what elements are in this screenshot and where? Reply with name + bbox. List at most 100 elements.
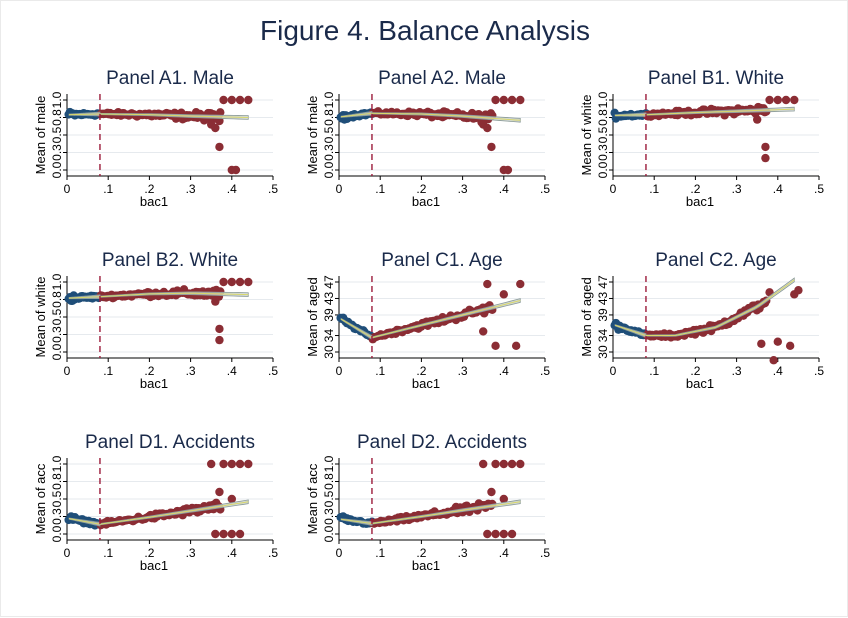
- point-outlier: [785, 341, 795, 351]
- x-tick-label: .3: [732, 364, 742, 378]
- point-outlier: [499, 494, 508, 504]
- x-tick-label: .2: [416, 546, 426, 560]
- y-tick-label: 1.0: [322, 91, 336, 108]
- point-outlier: [511, 341, 521, 351]
- x-tick-label: 0: [64, 364, 71, 378]
- fit-right-line: [99, 113, 249, 118]
- panel-8: Panel D2. Accidents 0.00.30.50.81.0 0 .1 .2.…: [305, 432, 550, 573]
- x-axis-label: bac1: [412, 194, 440, 209]
- x-axis-label: bac1: [412, 376, 440, 391]
- fit-right-line: [99, 292, 249, 298]
- x-axis-label: bac1: [686, 194, 714, 209]
- point-outlier: [227, 277, 236, 287]
- x-tick-label: .5: [540, 364, 550, 378]
- x-tick-label: .3: [458, 364, 468, 378]
- panel-title: Panel B1. White: [648, 68, 784, 89]
- x-tick-label: .4: [773, 182, 783, 196]
- x-tick-label: .2: [416, 182, 426, 196]
- fit-left-line: [340, 518, 373, 524]
- y-tick-label: 43: [322, 291, 336, 305]
- point-outlier: [215, 324, 224, 334]
- point-outlier: [215, 335, 224, 345]
- panel-title: Panel D2. Accidents: [357, 432, 527, 453]
- x-tick-label: .3: [186, 182, 196, 196]
- y-tick-label: 47: [596, 275, 610, 289]
- y-tick-label: 1.0: [596, 91, 610, 108]
- x-tick-label: .4: [227, 364, 237, 378]
- panel-7: Panel D1. Accidents 0.00.30.50.81.0 0 .1 .2.…: [33, 432, 278, 573]
- x-tick-label: .3: [458, 182, 468, 196]
- fit-right-line: [371, 112, 521, 121]
- point-outlier: [507, 459, 517, 469]
- point-outlier: [227, 529, 236, 539]
- panel-1: Panel A1. Male 0.00.30.50.81.0 0 .1 .2 .3 .4 .5…: [33, 68, 278, 209]
- panel-4: Panel B2. White 0.00.30.50.81.0 0 .1 .2 .3 .4.…: [33, 250, 278, 391]
- fit-left-line: [615, 114, 646, 116]
- panel-title: Panel C1. Age: [381, 250, 502, 271]
- fit-right-line: [99, 501, 249, 525]
- point-outlier: [781, 95, 791, 105]
- y-axis-label: Mean of acc: [305, 463, 320, 534]
- y-tick-label: 0.5: [50, 126, 64, 143]
- x-tick-label: 0: [610, 364, 617, 378]
- y-tick-label: 1.0: [322, 455, 336, 472]
- panel-6: Panel C2. Age 30 34 39 43 47 0 .1 .2 .3 .4 .5 bac1 Me…: [579, 250, 824, 391]
- x-tick-label: .2: [144, 546, 154, 560]
- point-outlier: [483, 123, 492, 133]
- y-tick-label: 30: [322, 345, 336, 359]
- point-outlier: [227, 459, 236, 469]
- y-tick-label: 0.3: [322, 508, 336, 525]
- point-outlier: [479, 327, 488, 336]
- y-tick-label: 1.0: [50, 273, 64, 290]
- x-tick-label: .3: [186, 546, 196, 560]
- x-axis-label: bac1: [412, 558, 440, 573]
- y-tick-label: 0.0: [596, 161, 610, 178]
- point-outlier: [753, 115, 762, 124]
- fit-right-line: [645, 108, 795, 116]
- y-tick-label: 34: [596, 329, 610, 343]
- y-tick-label: 0.0: [322, 525, 336, 542]
- fit-left-line: [69, 113, 100, 116]
- point-outlier: [235, 459, 245, 469]
- fit-right-line: [371, 501, 521, 524]
- x-axis-label: bac1: [140, 558, 168, 573]
- y-tick-label: 34: [322, 329, 336, 343]
- point-outlier: [235, 95, 245, 105]
- y-axis-label: Mean of white: [579, 95, 594, 176]
- point-outlier: [207, 459, 216, 469]
- point-outlier: [231, 165, 241, 175]
- y-tick-label: 0.5: [50, 490, 64, 507]
- point-outlier: [244, 459, 253, 469]
- figure-title: Figure 4. Balance Analysis: [260, 15, 590, 46]
- x-tick-label: .1: [103, 182, 113, 196]
- x-axis-label: bac1: [140, 194, 168, 209]
- panel-title: Panel A2. Male: [378, 68, 506, 89]
- y-tick-label: 0.5: [50, 308, 64, 325]
- x-tick-label: .2: [144, 182, 154, 196]
- x-axis-label: bac1: [686, 376, 714, 391]
- x-tick-label: .4: [227, 182, 237, 196]
- point-outlier: [765, 95, 774, 105]
- panel-3: Panel B1. White 0.00.30.50.81.0 0 .1 .2 .3 .4.…: [579, 68, 824, 209]
- y-axis-label: Mean of male: [305, 96, 320, 175]
- y-axis-label: Mean of white: [33, 277, 48, 358]
- y-tick-label: 0.0: [50, 161, 64, 178]
- point-outlier: [516, 459, 525, 469]
- x-tick-label: .1: [375, 364, 385, 378]
- point-outlier: [761, 142, 770, 152]
- x-tick-label: .1: [649, 182, 659, 196]
- panel-2: Panel A2. Male 0.00.30.50.81.0 0 .1 .2 .3 .4 .5…: [305, 68, 550, 209]
- y-tick-label: 0.8: [50, 473, 64, 490]
- point-outlier: [516, 95, 525, 105]
- point-outlier: [219, 95, 228, 105]
- point-outlier: [790, 95, 799, 105]
- point-outlier: [487, 487, 496, 497]
- y-tick-label: 43: [596, 291, 610, 305]
- y-tick-label: 47: [322, 275, 336, 289]
- fit-left-line: [68, 518, 101, 525]
- point-outlier: [503, 165, 513, 175]
- y-tick-label: 0.8: [322, 109, 336, 126]
- fit-left-line: [340, 318, 373, 339]
- point-outlier: [499, 459, 508, 469]
- point-outlier: [235, 529, 245, 539]
